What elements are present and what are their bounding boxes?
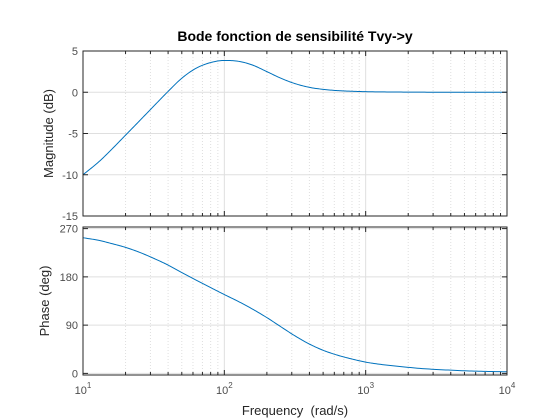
phase-series — [82, 237, 508, 373]
phase-grid — [83, 227, 507, 375]
phase-series-line — [82, 237, 508, 373]
magnitude-series-line — [82, 59, 507, 176]
frequency-x-tick-label: 102 — [216, 381, 233, 397]
magnitude-y-tick-label: -5 — [68, 129, 78, 141]
frequency-x-tick-label: 103 — [357, 381, 374, 397]
phase-ticks: 0 90 180 270 101 102 103 104 — [60, 224, 516, 397]
frequency-x-tick-label: 101 — [75, 381, 92, 397]
phase-panel: 0 90 180 270 101 102 103 104 Phase (deg) Freque… — [37, 224, 516, 418]
magnitude-panel: -15 -10 -5 0 5 Magnitude (dB) — [41, 46, 508, 223]
phase-y-tick-label: 0 — [72, 368, 78, 380]
magnitude-y-tick-label: 5 — [72, 46, 78, 58]
frequency-x-axis-label: Frequency (rad/s) — [242, 403, 348, 418]
phase-y-tick-label: 90 — [66, 320, 78, 332]
magnitude-y-axis-label: Magnitude (dB) — [41, 89, 56, 178]
phase-y-tick-label: 180 — [60, 272, 78, 284]
magnitude-grid — [83, 51, 507, 216]
magnitude-y-tick-label: -15 — [62, 211, 78, 223]
chart-title: Bode fonction de sensibilité Tvy->y — [177, 28, 413, 44]
phase-y-axis-label: Phase (deg) — [37, 266, 52, 337]
phase-axes-box — [82, 226, 508, 376]
phase-plot-area — [83, 227, 507, 375]
magnitude-y-tick-label: 0 — [72, 87, 78, 99]
phase-y-tick-label: 270 — [60, 224, 78, 236]
magnitude-ticks: -15 -10 -5 0 5 — [62, 46, 508, 223]
magnitude-y-tick-label: -10 — [62, 170, 78, 182]
frequency-x-tick-label: 104 — [499, 381, 516, 397]
magnitude-series — [82, 59, 507, 176]
